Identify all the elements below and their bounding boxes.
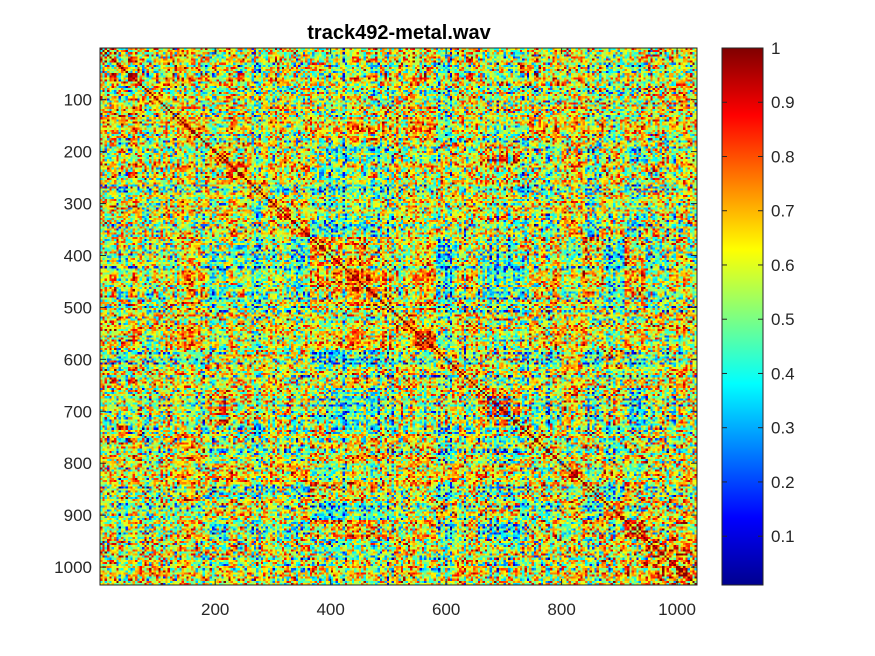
x-tick-label: 1000 bbox=[658, 600, 696, 619]
colorbar-tick-label: 0.5 bbox=[771, 310, 795, 329]
x-tick-label: 800 bbox=[547, 600, 575, 619]
colorbar-tick-label: 0.4 bbox=[771, 364, 795, 383]
colorbar-tick-label: 0.1 bbox=[771, 527, 795, 546]
colorbar-tick-label: 0.2 bbox=[771, 473, 795, 492]
y-tick-label: 500 bbox=[64, 298, 92, 317]
y-tick-label: 800 bbox=[64, 454, 92, 473]
y-tick-label: 100 bbox=[64, 91, 92, 110]
y-tick-label: 1000 bbox=[54, 558, 92, 577]
x-tick-label: 400 bbox=[316, 600, 344, 619]
colorbar-gradient bbox=[722, 48, 763, 585]
y-tick-label: 600 bbox=[64, 350, 92, 369]
colorbar-tick-label: 0.6 bbox=[771, 256, 795, 275]
colorbar-tick-label: 0.7 bbox=[771, 202, 795, 221]
heatmap-image bbox=[100, 48, 697, 585]
colorbar: 0.1 0.2 0.3 0.4 0.5 0.6 0.7 0.8 0.9 1 bbox=[722, 39, 795, 585]
y-tick-label: 400 bbox=[64, 246, 92, 265]
colorbar-tick-label: 0.9 bbox=[771, 93, 795, 112]
colorbar-tick-label: 1 bbox=[771, 39, 780, 58]
x-tick-label: 200 bbox=[201, 600, 229, 619]
y-tick-label: 300 bbox=[64, 195, 92, 214]
heatmap-plot-area bbox=[100, 48, 697, 585]
y-tick-label: 200 bbox=[64, 143, 92, 162]
colorbar-tick-label: 0.8 bbox=[771, 147, 795, 166]
y-tick-label: 700 bbox=[64, 402, 92, 421]
x-tick-label: 600 bbox=[432, 600, 460, 619]
y-tick-label: 900 bbox=[64, 506, 92, 525]
chart-title: track492-metal.wav bbox=[307, 22, 491, 44]
colorbar-tick-label: 0.3 bbox=[771, 419, 795, 438]
